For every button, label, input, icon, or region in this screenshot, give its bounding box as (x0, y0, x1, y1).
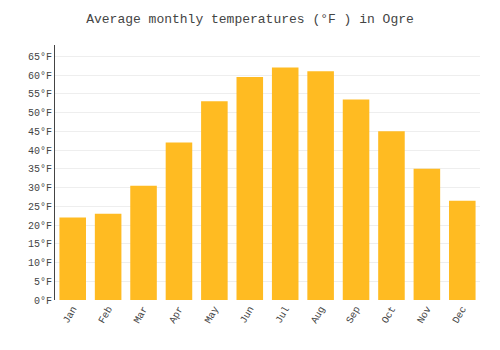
svg-text:Feb: Feb (97, 305, 116, 326)
svg-text:Jul: Jul (274, 305, 293, 326)
svg-text:30°F: 30°F (28, 183, 52, 194)
svg-text:20°F: 20°F (28, 221, 52, 232)
svg-text:65°F: 65°F (28, 52, 52, 63)
svg-text:Apr: Apr (167, 305, 186, 326)
svg-text:Average monthly temperatures (: Average monthly temperatures (°F ) in Og… (86, 12, 414, 27)
svg-text:55°F: 55°F (28, 89, 52, 100)
svg-text:Nov: Nov (415, 305, 434, 326)
svg-text:Oct: Oct (380, 305, 399, 326)
svg-text:25°F: 25°F (28, 202, 52, 213)
svg-text:Dec: Dec (451, 305, 470, 326)
svg-text:50°F: 50°F (28, 108, 52, 119)
svg-text:40°F: 40°F (28, 146, 52, 157)
svg-text:Aug: Aug (309, 305, 328, 326)
svg-text:35°F: 35°F (28, 164, 52, 175)
svg-text:Jan: Jan (61, 305, 80, 326)
svg-text:0°F: 0°F (34, 296, 52, 307)
svg-text:5°F: 5°F (34, 277, 52, 288)
svg-text:May: May (203, 305, 222, 326)
svg-text:10°F: 10°F (28, 258, 52, 269)
svg-text:60°F: 60°F (28, 71, 52, 82)
svg-text:45°F: 45°F (28, 127, 52, 138)
svg-text:Jun: Jun (238, 305, 257, 326)
svg-text:15°F: 15°F (28, 239, 52, 250)
svg-text:Sep: Sep (344, 305, 363, 326)
svg-text:Mar: Mar (132, 305, 151, 326)
